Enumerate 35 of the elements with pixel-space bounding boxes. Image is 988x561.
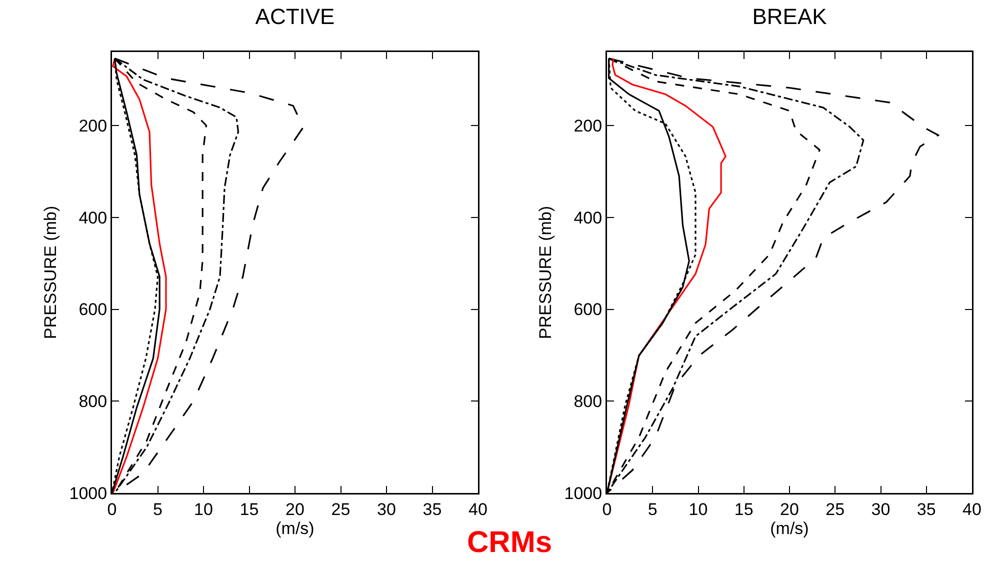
x-tick-label: 40 xyxy=(962,500,982,519)
y-tick-label: 400 xyxy=(574,208,602,228)
x-tick-label: 0 xyxy=(107,500,117,519)
y-tick-label: 800 xyxy=(78,392,108,412)
x-tick-label: 0 xyxy=(602,500,612,519)
x-tick-label: 25 xyxy=(826,500,845,519)
y-tick-label: 200 xyxy=(574,116,602,136)
x-tick-label: 35 xyxy=(916,500,936,519)
x-tick-label: 5 xyxy=(648,500,658,519)
chart-title: BREAK xyxy=(752,4,828,29)
y-axis-title: PRESSURE (mb) xyxy=(536,206,556,340)
x-tick-label: 20 xyxy=(286,500,304,519)
y-tick-label: 1000 xyxy=(564,484,602,503)
x-axis-title: (m/s) xyxy=(276,519,314,538)
x-tick-label: 30 xyxy=(377,500,396,519)
x-axis-title: (m/s) xyxy=(770,519,809,538)
y-tick-label: 1000 xyxy=(69,484,108,503)
y-tick-label: 600 xyxy=(574,300,602,320)
x-tick-label: 10 xyxy=(688,500,708,519)
chart-title: ACTIVE xyxy=(255,4,335,29)
x-tick-label: 35 xyxy=(422,500,442,519)
x-tick-label: 30 xyxy=(871,500,890,519)
x-tick-label: 25 xyxy=(331,500,350,519)
y-tick-label: 600 xyxy=(78,300,108,320)
y-axis-title: PRESSURE (mb) xyxy=(41,206,60,340)
x-tick-label: 10 xyxy=(194,500,213,519)
x-tick-label: 20 xyxy=(780,500,799,519)
y-tick-label: 800 xyxy=(574,392,602,412)
y-tick-label: 400 xyxy=(78,208,108,228)
text: CRMs xyxy=(467,526,552,559)
x-tick-label: 40 xyxy=(468,500,488,519)
y-tick-label: 200 xyxy=(78,116,108,136)
x-tick-label: 15 xyxy=(240,500,259,519)
x-tick-label: 5 xyxy=(153,500,162,519)
x-tick-label: 15 xyxy=(734,500,754,519)
